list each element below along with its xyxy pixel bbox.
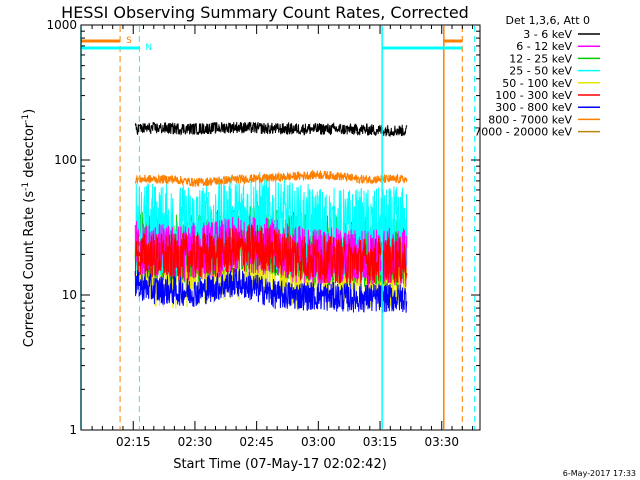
- legend-label-1: 6 - 12 keV: [516, 40, 572, 53]
- series-line-5: [134, 224, 408, 285]
- legend-label-5: 100 - 300 keV: [495, 89, 572, 102]
- y-axis-label-sup2: -1: [21, 114, 31, 123]
- legend-label-4: 50 - 100 keV: [502, 77, 572, 90]
- y-tick-label-3: 1000: [46, 18, 77, 32]
- x-tick-label-5: 03:30: [424, 435, 459, 449]
- series-line-0: [134, 121, 408, 138]
- y-tick-label-0: 1: [69, 423, 77, 437]
- chart-title: HESSI Observing Summary Count Rates, Cor…: [61, 3, 469, 22]
- x-tick-label-0: 02:15: [116, 435, 151, 449]
- footer-date: 6-May-2017 17:33: [563, 469, 636, 478]
- x-tick-label-2: 02:45: [239, 435, 274, 449]
- x-tick-label-3: 03:00: [301, 435, 336, 449]
- y-axis-label-part1: Corrected Count Rate (s: [22, 191, 37, 348]
- legend-title: Det 1,3,6, Att 0: [506, 14, 590, 27]
- plot-frame: [80, 24, 481, 431]
- series-line-6: [134, 268, 408, 313]
- y-axis-label-part3: ): [22, 109, 37, 114]
- y-tick-label-1: 10: [62, 288, 77, 302]
- y-axis-label: Corrected Count Rate (s-1 detector-1): [21, 109, 37, 347]
- legend-label-2: 12 - 25 keV: [509, 52, 572, 65]
- x-tick-label-4: 03:15: [363, 435, 398, 449]
- saa-label: S: [126, 36, 132, 46]
- y-axis-label-sup1: -1: [21, 182, 31, 191]
- legend-label-0: 3 - 6 keV: [523, 28, 572, 41]
- night-label: N: [145, 43, 152, 53]
- x-axis-label: Start Time (07-May-17 02:02:42): [173, 457, 387, 472]
- legend-label-6: 300 - 800 keV: [495, 101, 572, 114]
- legend-label-3: 25 - 50 keV: [509, 65, 572, 78]
- legend-label-8: 7000 - 20000 keV: [474, 126, 572, 139]
- axes-layer: 1 10 100 1000 02:15 02:30 02:45 03:00 03:15 03:30: [46, 18, 481, 449]
- series-line-7: [134, 169, 408, 188]
- x-tick-label-1: 02:30: [178, 435, 213, 449]
- y-axis-label-part2: detector: [22, 122, 37, 182]
- legend-label-7: 800 - 7000 keV: [488, 113, 572, 126]
- data-layer: [134, 121, 408, 313]
- y-tick-label-2: 100: [54, 153, 77, 167]
